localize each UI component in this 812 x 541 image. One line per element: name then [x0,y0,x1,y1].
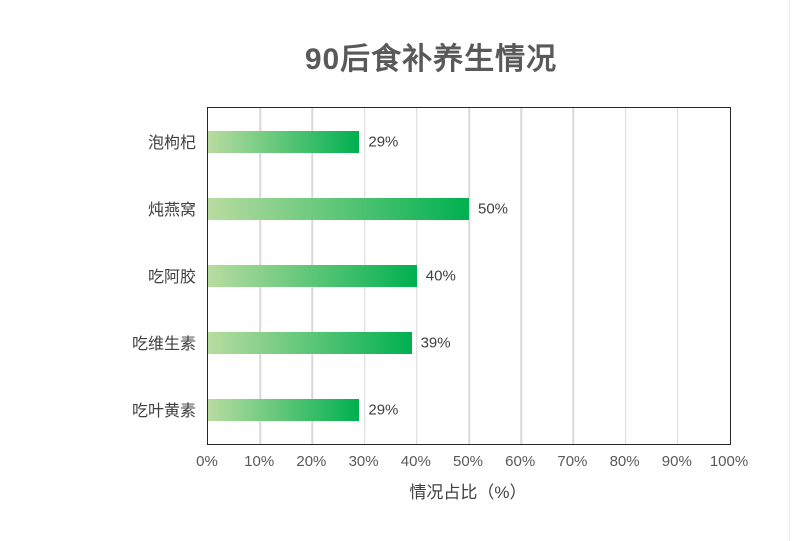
bar [208,197,469,220]
bar-value-label: 50% [478,200,509,218]
gridline [572,108,575,444]
x-tick-label: 20% [296,453,327,470]
x-tick-label: 60% [505,453,536,470]
bar-value-label: 29% [368,133,399,151]
bar [208,265,417,287]
x-tick-label: 0% [196,453,218,470]
x-tick-label: 40% [400,453,431,470]
bar [208,399,360,422]
x-axis-title: 情况占比（%） [409,483,527,502]
category-label: 吃阿胶 [147,269,196,286]
category-label: 吃维生素 [131,336,196,354]
category-label: 吃叶黄素 [131,403,196,421]
x-tick-label: 70% [557,453,588,470]
category-label: 泡枸杞 [147,134,196,152]
category-label: 炖燕窝 [147,201,196,219]
bar [208,130,360,153]
x-tick-label: 80% [609,453,640,470]
plot-area: 29% 50% 40% 39% 29% [207,107,731,445]
gridline [520,108,522,444]
right-edge-line [789,0,790,541]
gridline [468,108,470,444]
gridline [624,108,627,444]
x-tick-label: 100% [709,453,749,470]
gridline [677,108,679,444]
chart-title: 90后食补养生情况 [304,43,558,76]
bar-value-label: 39% [420,334,451,352]
gridline [416,108,418,444]
x-tick-label: 50% [452,453,484,470]
x-tick-label: 30% [348,453,379,470]
x-tick-label: 90% [661,453,692,470]
bar-value-label: 40% [425,267,456,285]
bar-value-label: 29% [368,401,399,419]
x-tick-label: 10% [244,453,275,470]
bar [208,332,412,355]
